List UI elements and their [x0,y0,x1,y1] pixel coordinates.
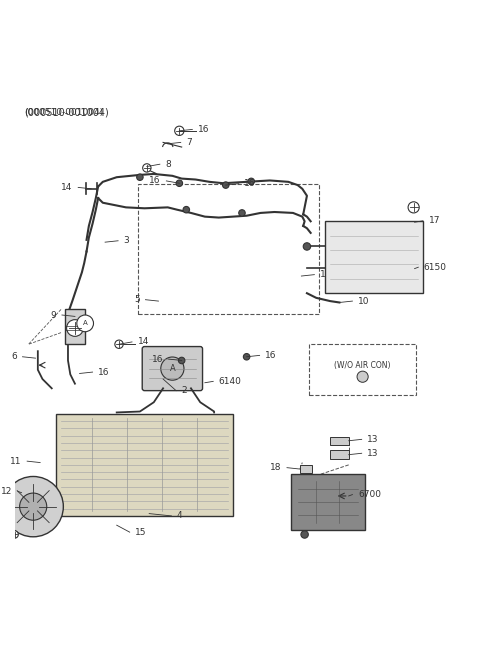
Text: 5: 5 [134,295,140,304]
Text: 16: 16 [149,176,161,186]
Text: 16: 16 [152,355,163,363]
Text: 12: 12 [1,487,12,496]
FancyBboxPatch shape [309,344,416,396]
Text: 8: 8 [166,159,171,169]
Circle shape [408,202,419,213]
Text: 6140: 6140 [219,377,241,386]
Circle shape [20,493,47,520]
Text: 4: 4 [177,512,183,520]
Circle shape [357,371,368,382]
Text: A: A [83,320,87,327]
Circle shape [67,319,84,337]
Text: 16: 16 [265,351,276,360]
Bar [300,465,312,473]
Circle shape [183,207,190,213]
Text: 15: 15 [135,527,147,537]
FancyBboxPatch shape [325,221,423,293]
Text: 13: 13 [367,449,379,458]
Text: 11: 11 [10,457,22,466]
Text: (000510-001004): (000510-001004) [24,108,103,117]
Text: 7: 7 [186,138,192,147]
Circle shape [3,476,63,537]
Circle shape [11,531,18,538]
Text: 16: 16 [198,125,209,134]
Circle shape [223,182,229,188]
Text: 6700: 6700 [358,490,381,499]
Bar [56,414,233,516]
Circle shape [243,354,250,360]
FancyBboxPatch shape [291,474,365,530]
Circle shape [303,243,311,250]
Text: 2: 2 [181,386,187,395]
Text: 6: 6 [11,352,17,361]
Text: 10: 10 [358,297,370,306]
Text: (000510-001004): (000510-001004) [24,108,108,117]
Circle shape [301,531,308,538]
Bar [330,437,348,445]
Text: 13: 13 [367,435,379,444]
Text: 6150: 6150 [424,262,447,272]
Circle shape [179,358,185,363]
Bar [330,451,348,459]
Circle shape [137,174,143,180]
Text: (W/O AIR CON): (W/O AIR CON) [335,361,391,369]
Text: 3: 3 [124,236,130,245]
Circle shape [143,164,151,172]
Text: 16: 16 [244,179,256,188]
Circle shape [176,180,182,186]
Circle shape [115,340,123,348]
Circle shape [175,126,184,135]
Text: 17: 17 [429,216,440,225]
Text: 9: 9 [50,310,56,319]
Circle shape [248,178,254,184]
FancyBboxPatch shape [142,346,203,390]
Text: A: A [169,364,175,373]
Circle shape [77,315,94,332]
Circle shape [161,357,184,380]
Text: 1: 1 [320,270,325,279]
Text: 18: 18 [270,463,281,472]
Bar [65,310,85,344]
Text: 16: 16 [98,367,109,377]
Text: 14: 14 [61,183,72,192]
Text: 14: 14 [138,337,149,346]
Circle shape [239,210,245,216]
